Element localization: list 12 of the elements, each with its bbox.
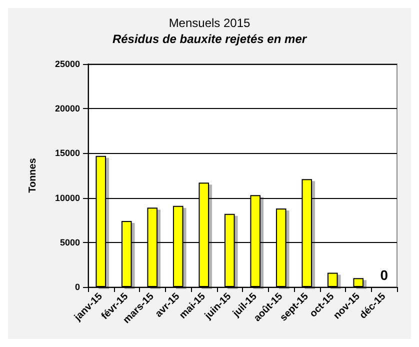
bar: [353, 278, 364, 287]
chart-title: Mensuels 2015: [168, 16, 251, 30]
y-tick-label: 0: [74, 282, 80, 292]
y-axis-title: Tonnes: [28, 158, 38, 193]
y-tick-label: 15000: [54, 148, 80, 158]
bar: [327, 272, 338, 287]
chart-subtitle: Résidus de bauxite rejetés en mer: [112, 32, 308, 46]
y-tick-label: 10000: [54, 192, 80, 203]
y-tick-label: 20000: [54, 104, 80, 114]
data-label: 0: [380, 267, 388, 283]
y-tick-label: 5000: [60, 237, 80, 248]
y-tick-label: 25000: [54, 59, 80, 69]
